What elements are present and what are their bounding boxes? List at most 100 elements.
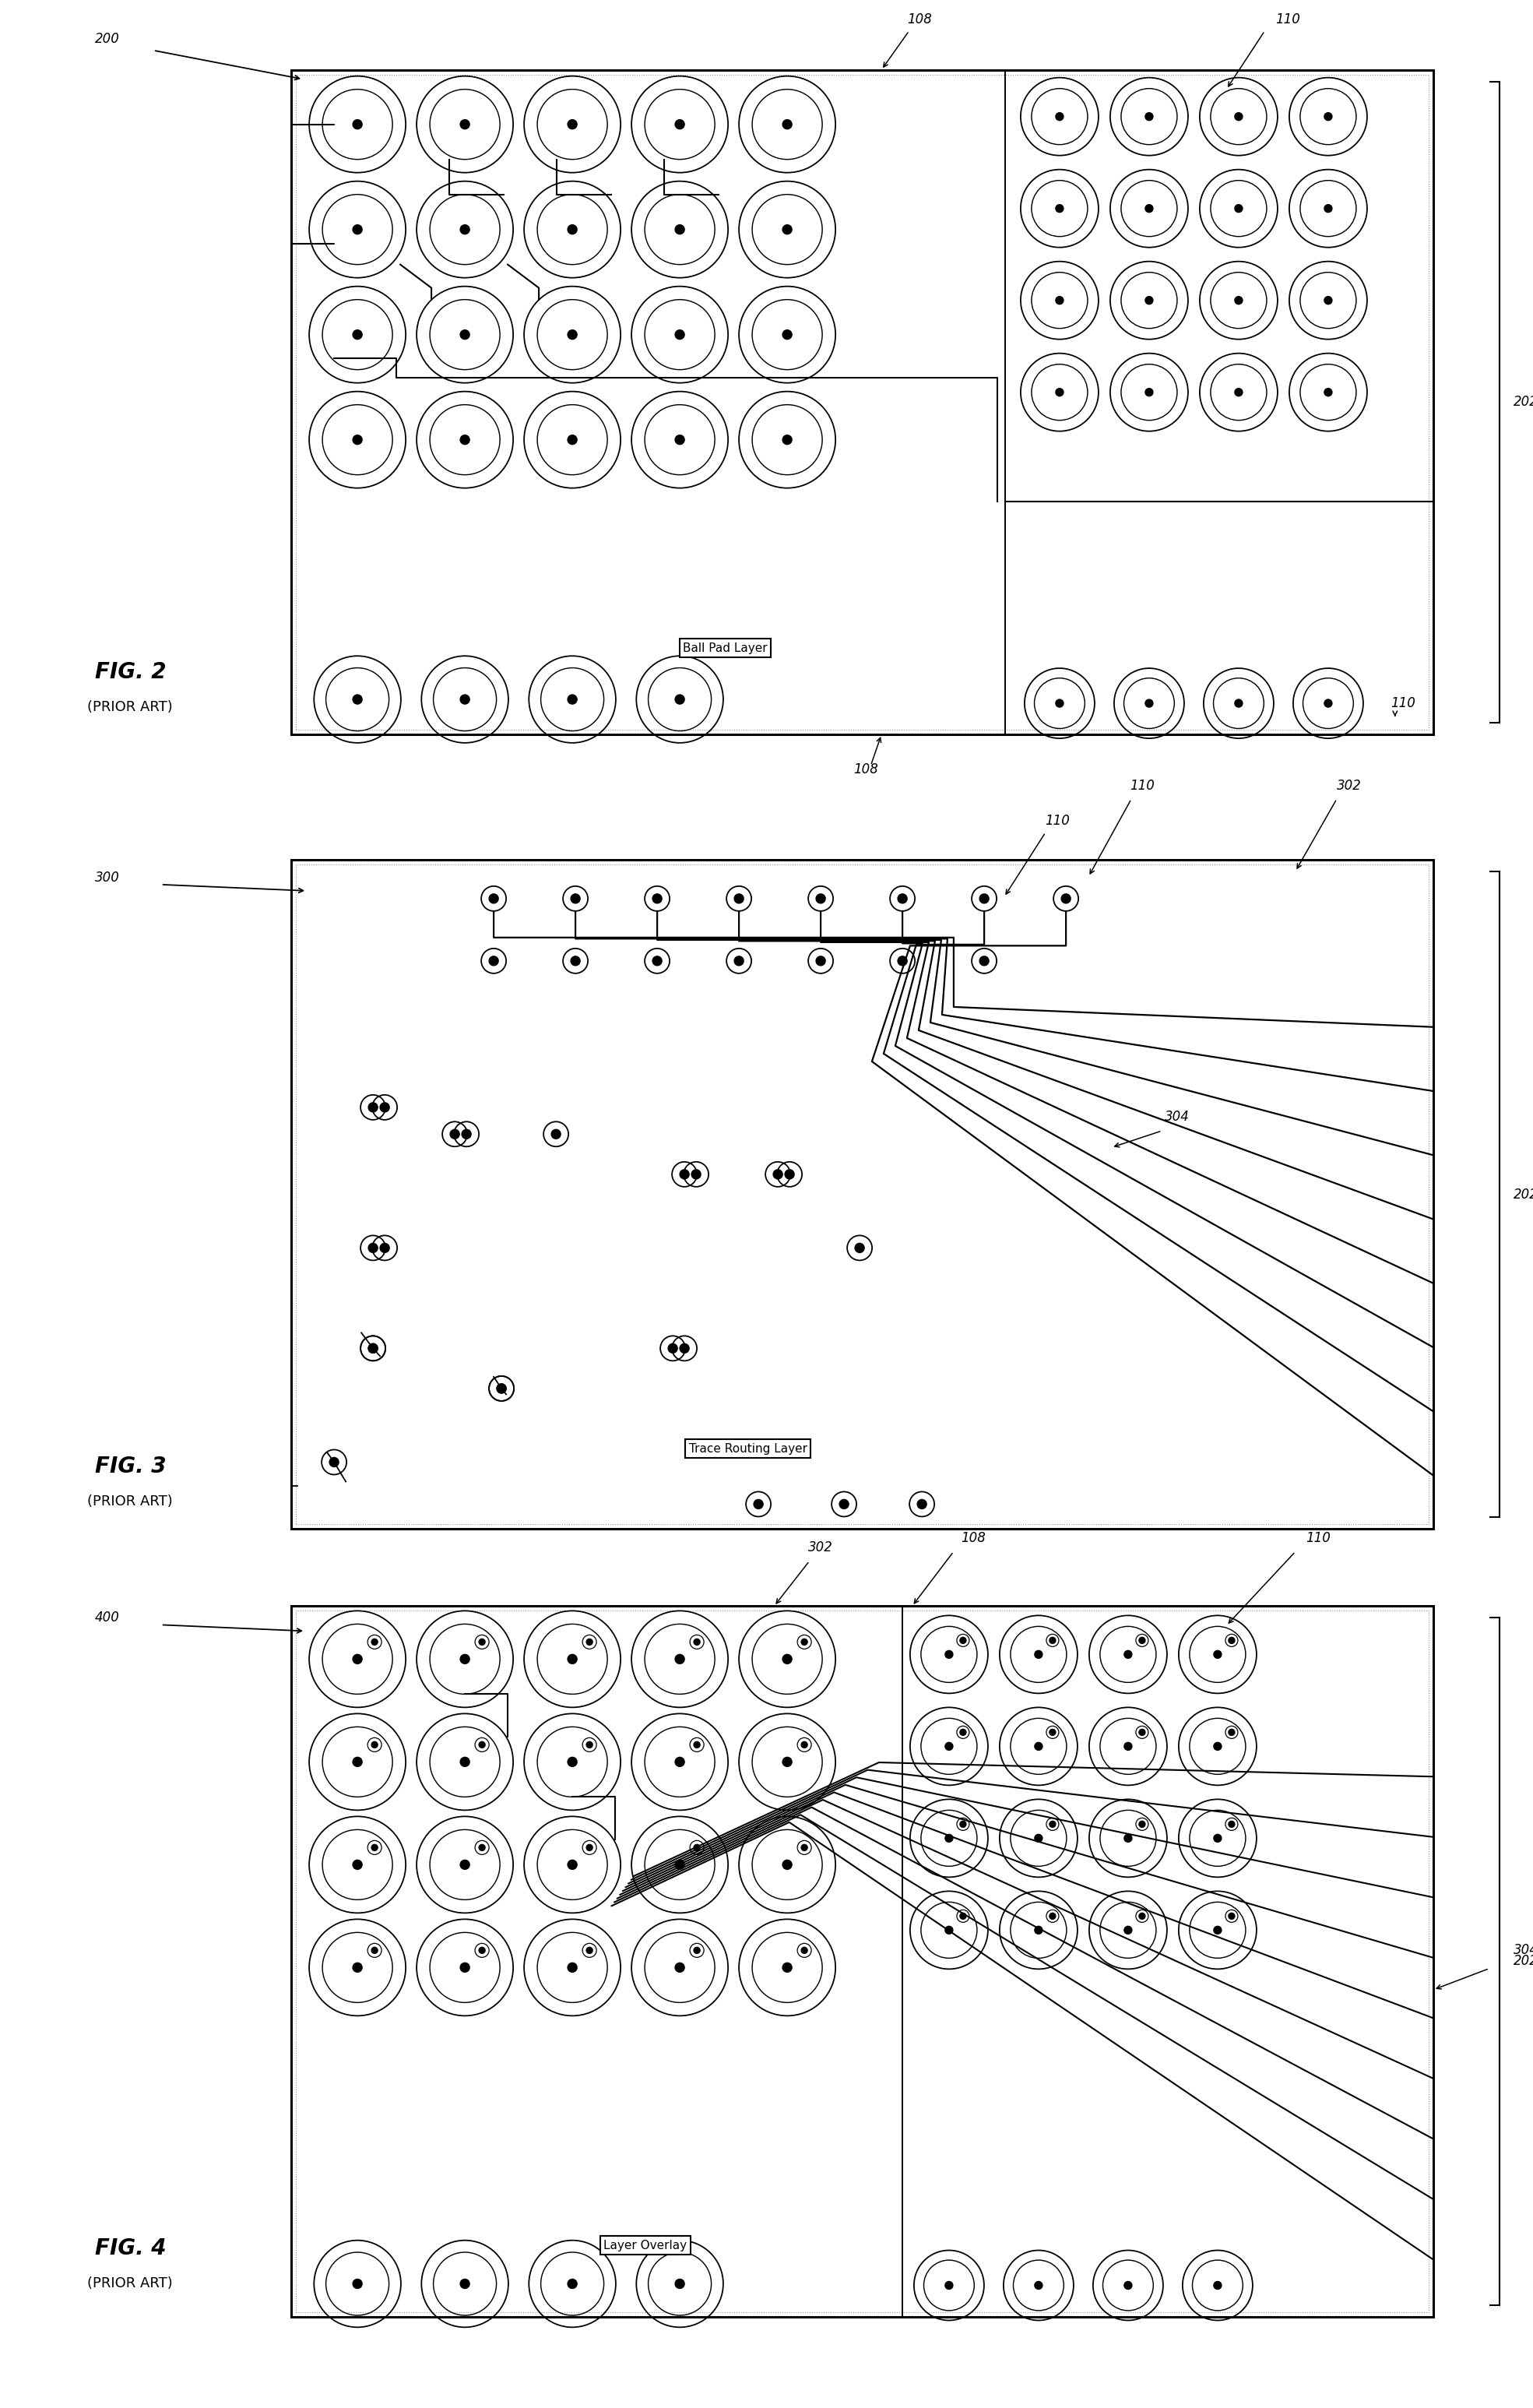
Circle shape — [946, 1649, 954, 1659]
Circle shape — [489, 893, 498, 903]
Circle shape — [679, 1344, 690, 1353]
Circle shape — [782, 1758, 793, 1767]
Circle shape — [460, 1963, 469, 1972]
Circle shape — [1234, 296, 1243, 303]
Circle shape — [675, 1963, 684, 1972]
Circle shape — [460, 436, 469, 445]
Circle shape — [460, 696, 469, 703]
Circle shape — [353, 1654, 362, 1664]
Bar — [296, 864, 1429, 1524]
Bar — [291, 1606, 1433, 2316]
Circle shape — [460, 2278, 469, 2288]
Circle shape — [460, 120, 469, 130]
Circle shape — [353, 436, 362, 445]
Text: 202: 202 — [1513, 1187, 1533, 1202]
Text: 108: 108 — [854, 763, 878, 775]
Circle shape — [1325, 388, 1332, 397]
Circle shape — [478, 1741, 484, 1748]
Circle shape — [1234, 698, 1243, 708]
Circle shape — [570, 956, 579, 966]
Circle shape — [567, 696, 576, 703]
Text: 110: 110 — [1130, 778, 1154, 792]
Circle shape — [691, 1170, 701, 1180]
Circle shape — [1050, 1729, 1056, 1736]
Text: 304: 304 — [1165, 1110, 1190, 1125]
Text: 302: 302 — [1337, 778, 1361, 792]
Circle shape — [1061, 893, 1070, 903]
Circle shape — [782, 120, 793, 130]
Circle shape — [567, 1654, 576, 1664]
Text: (PRIOR ART): (PRIOR ART) — [87, 1495, 173, 1510]
Circle shape — [570, 893, 579, 903]
Bar — [296, 75, 1429, 730]
Bar — [291, 70, 1433, 734]
Text: Trace Routing Layer: Trace Routing Layer — [688, 1442, 808, 1454]
Text: 202: 202 — [1513, 395, 1533, 409]
Circle shape — [353, 330, 362, 340]
Text: FIG. 3: FIG. 3 — [95, 1457, 166, 1479]
Text: 110: 110 — [1275, 12, 1300, 26]
Circle shape — [785, 1170, 794, 1180]
Circle shape — [497, 1385, 506, 1394]
Circle shape — [782, 330, 793, 340]
Text: 110: 110 — [1046, 814, 1070, 828]
Text: 108: 108 — [908, 12, 932, 26]
Circle shape — [353, 2278, 362, 2288]
Circle shape — [782, 1654, 793, 1664]
Circle shape — [1145, 388, 1153, 397]
Circle shape — [782, 436, 793, 445]
Circle shape — [380, 1103, 389, 1112]
Circle shape — [1214, 1649, 1222, 1659]
Circle shape — [782, 1963, 793, 1972]
Circle shape — [451, 1129, 460, 1139]
Circle shape — [586, 1845, 593, 1852]
Circle shape — [1145, 113, 1153, 120]
Circle shape — [1035, 1835, 1042, 1842]
Circle shape — [380, 1243, 389, 1252]
Text: (PRIOR ART): (PRIOR ART) — [87, 2276, 173, 2290]
Circle shape — [675, 1859, 684, 1869]
Circle shape — [1124, 1743, 1131, 1751]
Circle shape — [694, 1640, 701, 1645]
Circle shape — [1234, 113, 1243, 120]
Bar — [291, 860, 1433, 1529]
Circle shape — [679, 1170, 690, 1180]
Circle shape — [840, 1500, 849, 1510]
Circle shape — [802, 1948, 808, 1953]
Circle shape — [586, 1948, 593, 1953]
Circle shape — [1056, 388, 1064, 397]
Circle shape — [1145, 296, 1153, 303]
Circle shape — [567, 2278, 576, 2288]
Text: 110: 110 — [1390, 696, 1415, 710]
Circle shape — [1035, 2280, 1042, 2290]
Circle shape — [980, 893, 989, 903]
Circle shape — [946, 1926, 954, 1934]
Circle shape — [675, 436, 684, 445]
Text: 110: 110 — [1306, 1531, 1331, 1546]
Circle shape — [946, 1835, 954, 1842]
Bar — [296, 1611, 1429, 2312]
Circle shape — [1139, 1912, 1145, 1919]
Circle shape — [1050, 1820, 1056, 1828]
Circle shape — [371, 1948, 377, 1953]
Circle shape — [782, 224, 793, 234]
Circle shape — [1124, 1835, 1131, 1842]
Circle shape — [1139, 1820, 1145, 1828]
Circle shape — [802, 1640, 808, 1645]
Circle shape — [802, 1741, 808, 1748]
Circle shape — [586, 1741, 593, 1748]
Circle shape — [960, 1912, 966, 1919]
Circle shape — [567, 1758, 576, 1767]
Circle shape — [1050, 1912, 1056, 1919]
Circle shape — [460, 330, 469, 340]
Circle shape — [675, 224, 684, 234]
Circle shape — [1056, 113, 1064, 120]
Circle shape — [782, 1859, 793, 1869]
Circle shape — [1234, 388, 1243, 397]
Circle shape — [460, 1859, 469, 1869]
Circle shape — [567, 1963, 576, 1972]
Circle shape — [1214, 1835, 1222, 1842]
Circle shape — [460, 1654, 469, 1664]
Circle shape — [1050, 1637, 1056, 1645]
Circle shape — [1035, 1743, 1042, 1751]
